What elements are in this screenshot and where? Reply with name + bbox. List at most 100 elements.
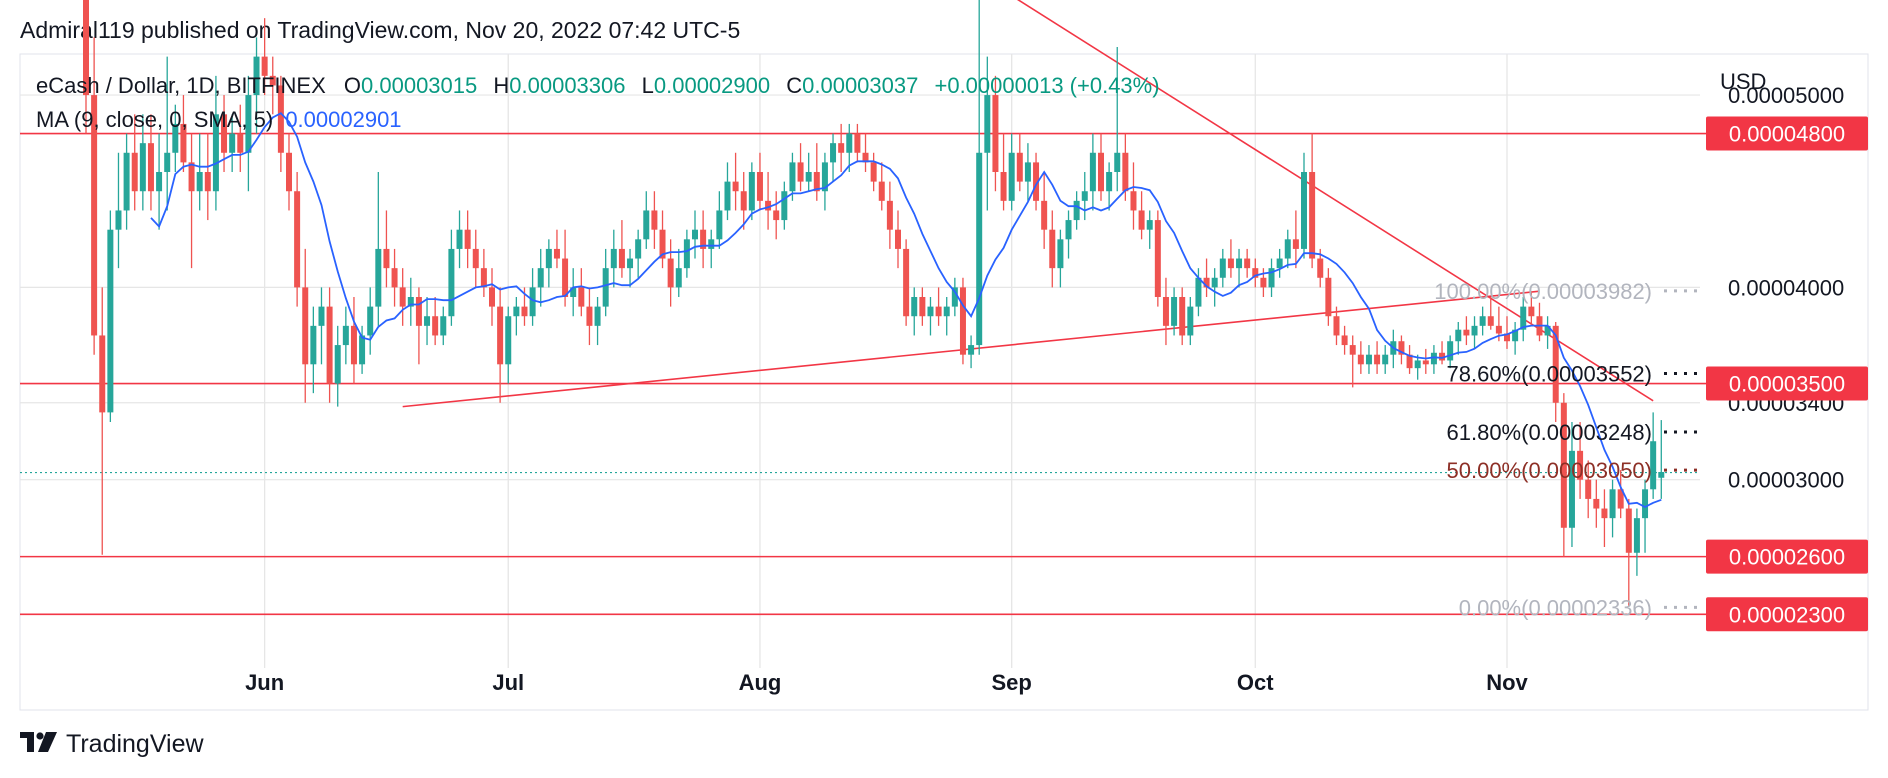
publisher-line: Admiral119 published on TradingView.com,… (20, 17, 740, 43)
candle-body (334, 345, 341, 384)
candle-body (1317, 258, 1324, 278)
candle-body (1276, 258, 1283, 269)
candle-body (553, 248, 560, 259)
candle-body (1650, 441, 1657, 490)
candle-body (1593, 498, 1600, 509)
candle-body (1301, 172, 1307, 249)
candle-body (286, 152, 292, 192)
candle-body (156, 172, 163, 192)
candle-body (1585, 479, 1592, 499)
candle-body (196, 172, 203, 192)
candle-body (1544, 325, 1551, 336)
candle-body (1487, 316, 1494, 326)
candle-body (781, 191, 788, 221)
candle-body (545, 248, 552, 269)
candle-body (537, 268, 544, 288)
candle-body (854, 133, 861, 153)
candle-body (1633, 518, 1640, 553)
candle-body (886, 200, 893, 230)
candle-body (927, 306, 934, 317)
candle-body (821, 162, 828, 192)
candle-body (448, 248, 455, 317)
candle-body (1171, 297, 1178, 326)
candle-body (1504, 333, 1510, 342)
candle-body (1227, 258, 1234, 269)
fib-retracement: 100.00%(0.00003982) 78.60%(0.00003552) 61.… (1434, 279, 1698, 620)
legend-low-value: 0.00002900 (654, 73, 770, 98)
currency-label: USD (1720, 69, 1766, 94)
candle-body (651, 210, 658, 230)
candle-body (1398, 341, 1405, 355)
candle-body (692, 229, 698, 240)
candle-body (797, 162, 804, 182)
y-tick-label: 0.00004000 (1728, 275, 1844, 300)
candle-body (1560, 402, 1567, 528)
candle-body (805, 172, 812, 182)
fib-level-label: 61.80%(0.00003248) (1447, 420, 1653, 445)
candle-body (1463, 329, 1470, 336)
level-label-bg (1706, 597, 1868, 632)
candle-body (1284, 239, 1291, 259)
candle-body (1625, 508, 1632, 553)
legend-ma-label: MA (9, close, 0, SMA, 5) (36, 107, 273, 132)
candle-body (1098, 152, 1104, 192)
candle-body (245, 95, 252, 153)
candle-body (1024, 162, 1031, 182)
candle-body (1041, 200, 1048, 230)
time-axis[interactable]: Jun Jul Aug Sep Oct Nov (245, 670, 1528, 695)
candle-body (1552, 325, 1559, 403)
candle-body (992, 95, 999, 172)
candle-body (407, 297, 414, 307)
candle-body (91, 95, 98, 336)
candle-body (1008, 152, 1015, 201)
candle-body (813, 172, 820, 192)
candle-body (562, 258, 569, 297)
level-price-labels: 0.00004800 0.00003500 0.00002600 0.00002300 (1706, 116, 1868, 632)
candle-body (294, 191, 301, 288)
candle-body (310, 325, 317, 365)
candle-body (895, 229, 901, 249)
candle-body (1658, 472, 1665, 478)
candle-body (1154, 220, 1161, 297)
candle-body (359, 335, 366, 365)
candle-body (610, 248, 617, 269)
candle-body (415, 297, 422, 326)
candle-body (968, 345, 975, 355)
candle-body (1365, 354, 1372, 365)
candle-body (708, 239, 715, 249)
candles (83, 0, 1665, 607)
horizontal-levels (20, 132, 1706, 616)
candle-body (99, 335, 106, 413)
candle-body (1479, 316, 1486, 326)
candle-body (1114, 152, 1121, 172)
candle-body (1122, 152, 1129, 192)
level-label-bg (1706, 539, 1868, 574)
candle-body (1520, 306, 1527, 330)
candle-body (643, 210, 650, 240)
candle-body (505, 316, 512, 365)
candle-body (578, 287, 585, 307)
x-tick-label: Aug (739, 670, 782, 695)
x-tick-label: Jul (492, 670, 524, 695)
candle-body (1252, 268, 1259, 278)
candle-body (269, 75, 276, 86)
candle-body (878, 181, 885, 201)
level-label-bg (1706, 366, 1868, 401)
candle-body (1430, 352, 1437, 365)
candle-body (1219, 258, 1226, 278)
fib-level-label: 0.00%(0.00002336) (1459, 595, 1652, 620)
candle-body (765, 200, 772, 211)
candle-body (570, 287, 577, 297)
candle-body (1244, 258, 1251, 269)
candle-body (497, 306, 504, 365)
candle-body (830, 143, 837, 163)
candle-body (302, 287, 309, 365)
candle-body (935, 306, 942, 317)
candle-body (756, 172, 763, 201)
candle-body (529, 287, 536, 317)
candle-body (1179, 297, 1186, 336)
candle-body (683, 239, 690, 269)
candle-body (1081, 191, 1088, 201)
